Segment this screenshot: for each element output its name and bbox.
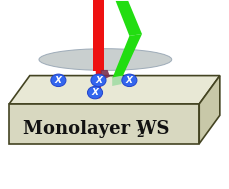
Polygon shape <box>100 70 110 79</box>
Text: X: X <box>126 76 133 85</box>
Polygon shape <box>9 76 220 104</box>
Text: X: X <box>55 76 62 85</box>
Polygon shape <box>199 76 220 144</box>
Polygon shape <box>9 104 199 144</box>
Ellipse shape <box>39 49 172 70</box>
Text: X: X <box>92 88 98 97</box>
Circle shape <box>87 86 103 99</box>
Polygon shape <box>93 0 104 71</box>
Text: 2: 2 <box>136 128 143 139</box>
Polygon shape <box>96 71 102 98</box>
Circle shape <box>122 74 137 87</box>
Circle shape <box>51 74 66 87</box>
Circle shape <box>91 74 106 87</box>
Polygon shape <box>112 34 142 78</box>
Polygon shape <box>112 76 123 86</box>
Polygon shape <box>116 1 142 36</box>
Text: Monolayer WS: Monolayer WS <box>23 120 169 139</box>
Text: X: X <box>95 76 102 85</box>
